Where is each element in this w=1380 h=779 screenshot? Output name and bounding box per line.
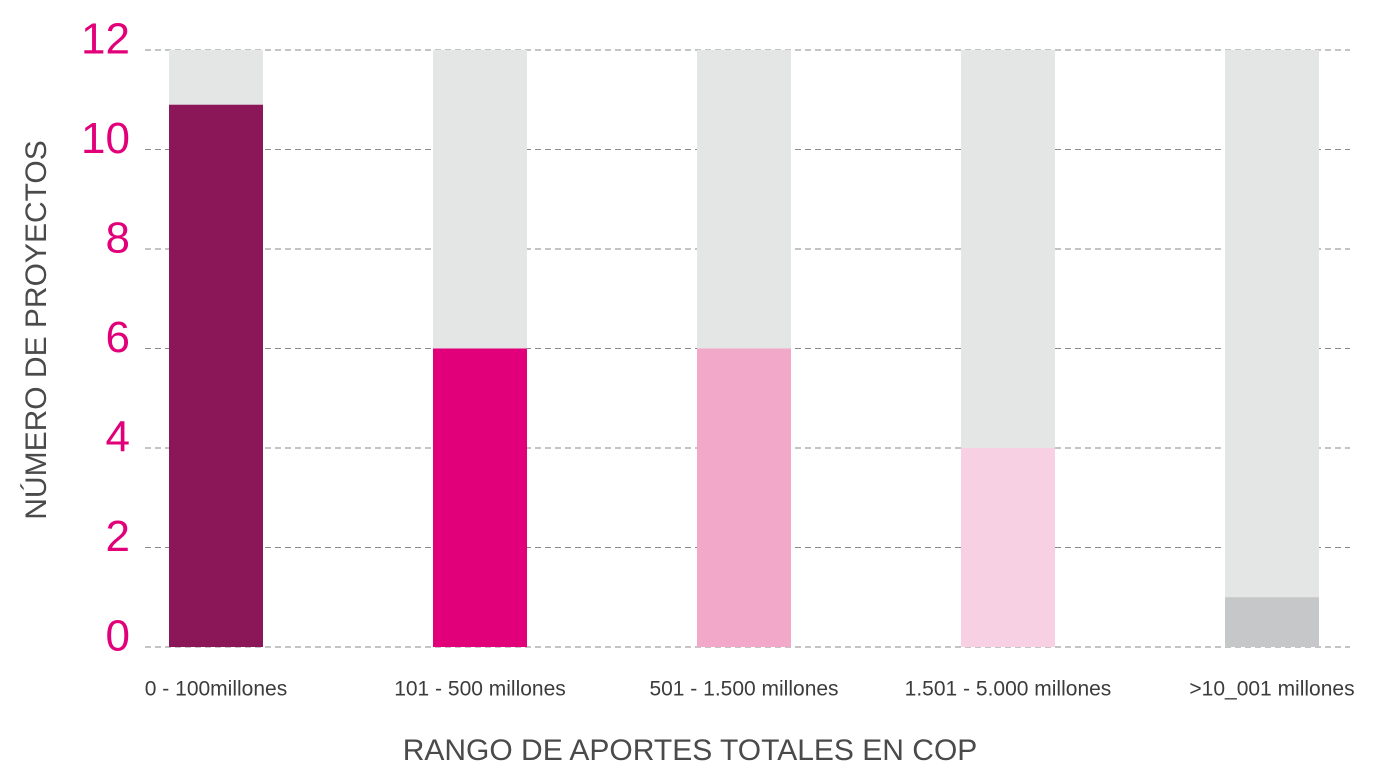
bar [169, 104, 263, 648]
y-tick-label: 8 [106, 214, 130, 263]
x-tick-label: 1.501 - 5.000 millones [905, 678, 1112, 701]
y-tick-label: 2 [106, 512, 130, 561]
y-tick-label: 4 [106, 413, 130, 462]
x-tick-label: >10_001 millones [1189, 678, 1354, 701]
bar [697, 348, 791, 647]
x-axis-title: RANGO DE APORTES TOTALES EN COP [403, 734, 978, 767]
bar-track [1225, 50, 1319, 647]
bar [1225, 597, 1319, 647]
y-axis-title: NÚMERO DE PROYECTOS [20, 140, 53, 520]
bar [961, 448, 1055, 647]
y-tick-label: 6 [106, 313, 130, 362]
y-tick-label: 10 [81, 114, 130, 163]
x-tick-label: 0 - 100millones [145, 678, 287, 701]
x-tick-label: 501 - 1.500 millones [649, 678, 838, 701]
y-tick-label: 0 [106, 612, 130, 661]
bar [433, 348, 527, 647]
x-tick-label: 101 - 500 millones [394, 678, 566, 701]
y-tick-label: 12 [81, 15, 130, 64]
